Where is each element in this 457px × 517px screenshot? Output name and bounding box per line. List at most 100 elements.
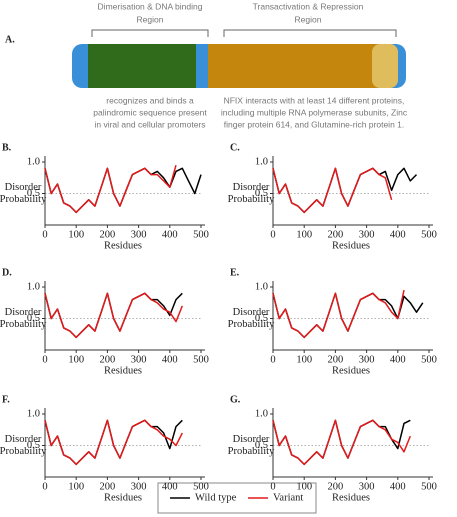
domain-transactivation bbox=[208, 44, 378, 88]
x-tick-label: 0 bbox=[42, 481, 47, 492]
series-line bbox=[44, 292, 183, 339]
panel-label: E. bbox=[230, 267, 240, 278]
x-tick-label: 200 bbox=[328, 229, 344, 240]
y-tick-label: 0.5 bbox=[27, 313, 40, 324]
axes bbox=[44, 281, 205, 351]
x-tick-label: 400 bbox=[162, 229, 178, 240]
region-description: finger protein 614, and Glutamine-rich p… bbox=[224, 119, 405, 129]
domain-dna-binding bbox=[88, 44, 196, 88]
x-tick-label: 300 bbox=[131, 229, 147, 240]
panel-label: F. bbox=[2, 394, 10, 405]
y-tick-label: 0.5 bbox=[27, 188, 40, 199]
region-description: including multiple RNA polymerase subuni… bbox=[221, 107, 408, 117]
region-description: in viral and cellular promoters bbox=[94, 119, 205, 129]
x-tick-label: 100 bbox=[68, 481, 84, 492]
region-description: NFIX interacts with at least 14 differen… bbox=[224, 95, 405, 105]
y-axis-label: Probability bbox=[0, 194, 47, 205]
x-axis-label: Residues bbox=[332, 365, 370, 376]
series-line bbox=[272, 419, 411, 466]
y-tick-label: 1.0 bbox=[255, 156, 268, 167]
x-tick-label: 400 bbox=[390, 481, 406, 492]
y-tick-label: 0.5 bbox=[255, 313, 268, 324]
x-tick-label: 100 bbox=[296, 481, 312, 492]
series-line bbox=[44, 419, 183, 466]
series-line bbox=[44, 164, 177, 214]
series-line bbox=[44, 292, 183, 339]
y-axis-label: Disorder bbox=[5, 307, 42, 318]
x-tick-label: 400 bbox=[390, 229, 406, 240]
x-tick-label: 500 bbox=[421, 481, 437, 492]
y-axis-label: Probability bbox=[228, 319, 275, 330]
y-axis-label: Probability bbox=[0, 319, 47, 330]
protein-diagram bbox=[72, 29, 406, 88]
axes bbox=[44, 408, 205, 478]
x-tick-label: 400 bbox=[390, 354, 406, 365]
x-tick-label: 300 bbox=[131, 354, 147, 365]
x-axis-label: Residues bbox=[332, 240, 370, 251]
x-tick-label: 100 bbox=[296, 229, 312, 240]
x-tick-label: 100 bbox=[296, 354, 312, 365]
axes bbox=[44, 156, 205, 226]
y-axis-label: Probability bbox=[228, 446, 275, 457]
region-title: Region bbox=[295, 14, 322, 24]
x-tick-label: 400 bbox=[162, 354, 178, 365]
y-axis-label: Probability bbox=[228, 194, 275, 205]
y-axis-label: Disorder bbox=[233, 434, 270, 445]
series-line bbox=[272, 167, 418, 214]
region-title: Region bbox=[137, 14, 164, 24]
x-tick-label: 500 bbox=[421, 354, 437, 365]
panel-label: G. bbox=[230, 394, 241, 405]
x-tick-label: 100 bbox=[68, 354, 84, 365]
x-tick-label: 0 bbox=[42, 229, 47, 240]
x-tick-label: 200 bbox=[100, 229, 116, 240]
y-axis-label: Disorder bbox=[5, 434, 42, 445]
domain-end bbox=[372, 44, 398, 88]
x-axis-label: Residues bbox=[104, 365, 142, 376]
x-tick-label: 200 bbox=[100, 481, 116, 492]
y-axis-label: Probability bbox=[0, 446, 47, 457]
x-tick-label: 0 bbox=[270, 354, 275, 365]
panel-label: C. bbox=[230, 142, 240, 153]
x-tick-label: 0 bbox=[42, 354, 47, 365]
y-axis-label: Disorder bbox=[233, 307, 270, 318]
region-description: palindromic sequence present bbox=[93, 107, 207, 117]
y-tick-label: 1.0 bbox=[27, 408, 40, 419]
panel-label: A. bbox=[5, 34, 15, 45]
x-tick-label: 100 bbox=[68, 229, 84, 240]
y-axis-label: Disorder bbox=[5, 182, 42, 193]
x-tick-label: 300 bbox=[359, 229, 375, 240]
x-tick-label: 500 bbox=[193, 229, 209, 240]
axes bbox=[272, 156, 433, 226]
x-tick-label: 500 bbox=[193, 481, 209, 492]
y-tick-label: 1.0 bbox=[27, 156, 40, 167]
x-tick-label: 400 bbox=[162, 481, 178, 492]
x-axis-label: Residues bbox=[332, 492, 370, 503]
y-tick-label: 1.0 bbox=[27, 281, 40, 292]
series-line bbox=[272, 419, 411, 466]
x-tick-label: 200 bbox=[100, 354, 116, 365]
y-tick-label: 0.5 bbox=[255, 188, 268, 199]
axes bbox=[272, 281, 433, 351]
legend-label: Variant bbox=[273, 492, 303, 503]
region-bracket bbox=[91, 29, 397, 37]
x-tick-label: 500 bbox=[193, 354, 209, 365]
panel-label: D. bbox=[2, 267, 12, 278]
series-line bbox=[272, 167, 393, 214]
x-tick-label: 300 bbox=[131, 481, 147, 492]
x-axis-label: Residues bbox=[104, 240, 142, 251]
x-tick-label: 0 bbox=[270, 481, 275, 492]
x-tick-label: 300 bbox=[359, 481, 375, 492]
axes bbox=[272, 408, 433, 478]
panel-label: B. bbox=[2, 142, 12, 153]
x-tick-label: 0 bbox=[270, 229, 275, 240]
x-tick-label: 200 bbox=[328, 354, 344, 365]
x-tick-label: 200 bbox=[328, 481, 344, 492]
y-tick-label: 0.5 bbox=[27, 440, 40, 451]
x-axis-label: Residues bbox=[104, 492, 142, 503]
y-tick-label: 0.5 bbox=[255, 440, 268, 451]
x-tick-label: 300 bbox=[359, 354, 375, 365]
region-title: Dimerisation & DNA binding bbox=[98, 1, 203, 11]
y-tick-label: 1.0 bbox=[255, 281, 268, 292]
y-tick-label: 1.0 bbox=[255, 408, 268, 419]
